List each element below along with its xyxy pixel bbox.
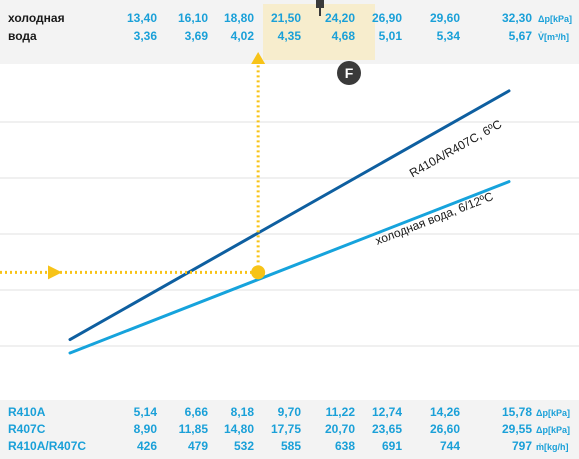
top-row1-unit: Δp[kPa] [538,14,572,24]
bottom-tick: 691 [382,439,402,453]
bottom-axis: R410A 5,14 6,66 8,18 9,70 11,22 12,74 14,26 15,7… [8,405,570,453]
bottom-tick: 11,22 [326,405,356,419]
top-pin-icon [316,0,324,8]
top-row1-tick: 32,30 [502,11,532,25]
top-axis-label-line1: холодная [8,11,65,25]
top-row1-tick: 16,10 [178,11,208,25]
bottom-tick: 479 [188,439,208,453]
up-arrow-icon [251,52,266,64]
top-row1-tick: 13,40 [127,11,157,25]
bottom-tick: 8,18 [231,405,255,419]
bottom-tick: 8,90 [134,422,158,436]
top-row1-tick: 18,80 [224,11,254,25]
bottom-row-label: R410A/R407C [8,439,86,453]
top-row1-tick: 26,90 [372,11,402,25]
right-arrow-icon [48,265,62,280]
top-row2-tick: 5,01 [379,29,403,43]
bottom-tick: 638 [335,439,355,453]
bottom-tick: 15,78 [502,405,532,419]
grid [0,121,579,347]
top-pin-stem [319,8,321,16]
bottom-tick: 532 [234,439,254,453]
top-row1-tick: 21,50 [271,11,301,25]
bottom-row-unit: Δp[kPa] [536,425,570,435]
top-axis-label-line2: вода [8,29,37,43]
top-axis-row-pressure: 13,40 16,10 18,80 21,50 24,20 26,90 29,60 32,30 [127,11,532,25]
top-row2-tick: 5,67 [509,29,533,43]
bottom-row-unit: Δp[kPa] [536,408,570,418]
top-row2-tick: 3,36 [134,29,158,43]
top-row2-tick: 4,68 [332,29,356,43]
bottom-tick: 23,65 [372,422,402,436]
operating-point-group [0,52,266,280]
plot-area [0,64,579,400]
bottom-tick: 20,70 [325,422,355,436]
bottom-axis-band [0,400,579,459]
top-axis-row-flow: 3,36 3,69 4,02 4,35 4,68 5,01 5,34 5,67 [134,29,533,43]
bottom-tick: 26,60 [430,422,460,436]
bottom-tick: 9,70 [278,405,302,419]
bottom-tick: 14,26 [430,405,460,419]
bottom-tick: 11,85 [179,422,209,436]
bottom-row-label: R410A [8,405,46,419]
bottom-tick: 14,80 [224,422,254,436]
top-row2-unit: V̇[m³/h] [538,32,569,42]
bottom-tick: 797 [512,439,532,453]
bottom-row-unit: ṁ[kg/h] [536,442,569,452]
top-row2-tick: 3,69 [185,29,209,43]
bottom-tick: 426 [137,439,157,453]
bottom-tick: 12,74 [372,405,402,419]
bottom-tick: 585 [281,439,301,453]
bottom-tick: 6,66 [185,405,209,419]
series-line-0 [68,89,511,342]
bottom-tick: 17,75 [271,422,301,436]
top-row2-tick: 4,02 [231,29,255,43]
marker-f-label: F [345,65,354,81]
top-row1-tick: 29,60 [430,11,460,25]
bottom-tick: 5,14 [134,405,158,419]
bottom-tick: 744 [440,439,460,453]
top-row2-tick: 5,34 [437,29,461,43]
marker-f-badge [337,61,361,85]
bottom-tick: 29,55 [502,422,532,436]
operating-point-marker [251,265,266,280]
series-group [68,89,511,355]
top-row2-tick: 4,35 [278,29,302,43]
bottom-row-label: R407C [8,422,46,436]
series-line-1 [68,180,511,355]
top-row1-tick: 24,20 [325,11,355,25]
